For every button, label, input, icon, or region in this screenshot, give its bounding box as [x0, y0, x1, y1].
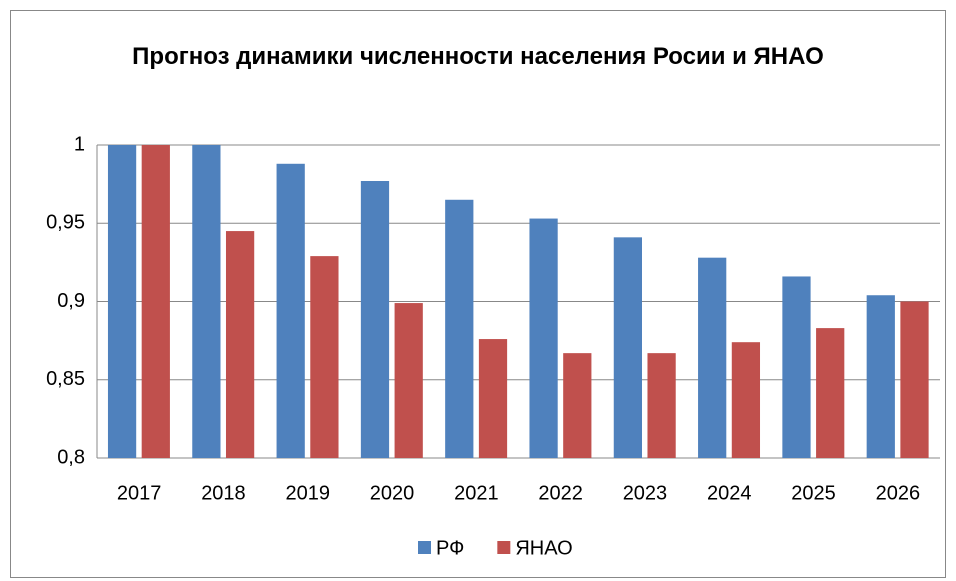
bar	[276, 163, 305, 458]
legend-label: ЯНАО	[515, 537, 572, 559]
bar	[394, 303, 423, 458]
bar	[141, 145, 170, 458]
bar	[310, 256, 339, 458]
x-tick-label: 2017	[117, 482, 162, 504]
y-tick-label: 0,95	[46, 212, 85, 234]
bar	[107, 145, 137, 458]
bar	[192, 145, 221, 458]
bar	[360, 180, 390, 458]
legend-swatch	[418, 541, 431, 554]
y-tick-label: 0,9	[57, 290, 85, 312]
y-tick-label: 0,8	[57, 446, 85, 468]
bar	[647, 353, 676, 458]
bar	[225, 231, 255, 458]
chart-title: Прогноз динамики численности населения Р…	[132, 43, 824, 70]
bar	[563, 353, 592, 458]
y-tick-label: 0,85	[46, 368, 85, 390]
y-tick-label: 1	[74, 133, 85, 155]
bar	[613, 237, 642, 458]
bar	[478, 339, 508, 458]
bar	[445, 199, 474, 458]
x-tick-label: 2024	[707, 482, 752, 504]
bar	[782, 276, 811, 458]
x-tick-label: 2022	[538, 482, 583, 504]
bar	[529, 218, 558, 458]
bar	[731, 342, 761, 458]
bar	[900, 301, 929, 458]
x-tick-label: 2025	[791, 482, 836, 504]
x-tick-label: 2023	[623, 482, 668, 504]
x-tick-label: 2019	[286, 482, 331, 504]
x-tick-label: 2018	[201, 482, 246, 504]
x-tick-label: 2026	[876, 482, 921, 504]
bar	[698, 257, 727, 458]
legend-label: РФ	[436, 537, 464, 559]
x-tick-label: 2021	[454, 482, 499, 504]
bar	[866, 295, 895, 458]
legend-swatch	[497, 541, 511, 554]
bar	[816, 328, 845, 458]
x-tick-label: 2020	[370, 482, 415, 504]
